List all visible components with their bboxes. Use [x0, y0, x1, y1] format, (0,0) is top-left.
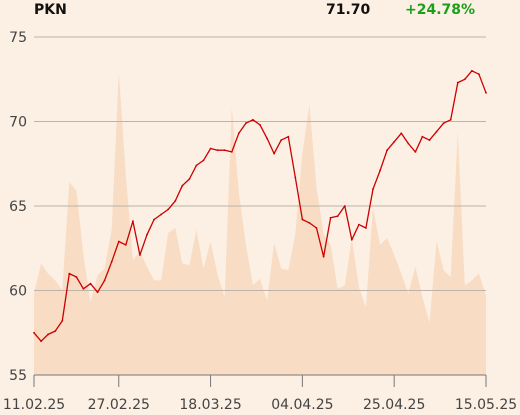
price-point-49	[379, 169, 381, 172]
price-point-36	[287, 135, 290, 138]
price-point-38	[301, 218, 304, 221]
price-point-45	[350, 238, 353, 241]
price-point-5	[68, 272, 71, 275]
y-tick-label-60: 60	[9, 284, 27, 300]
price-point-10	[103, 279, 106, 282]
price-point-20	[174, 200, 177, 202]
x-tick-label-3: 04.04.25	[271, 397, 333, 413]
price-point-8	[89, 282, 92, 285]
volume-area	[34, 72, 486, 375]
price-point-28	[230, 151, 233, 153]
price-point-13	[124, 244, 127, 246]
price-point-55	[421, 135, 424, 138]
price-point-33	[266, 137, 268, 140]
price-point-18	[160, 213, 163, 216]
price-point-47	[365, 227, 367, 229]
x-tick-label-1: 27.02.25	[88, 397, 150, 413]
price-point-43	[336, 215, 339, 218]
price-point-39	[308, 222, 311, 224]
price-point-32	[259, 124, 261, 126]
price-point-53	[407, 142, 410, 145]
price-point-3	[54, 330, 57, 332]
price-point-12	[117, 240, 120, 243]
price-point-4	[61, 320, 64, 322]
ticker-symbol: PKN	[34, 2, 67, 18]
price-point-34	[273, 152, 275, 155]
price-point-14	[132, 220, 134, 223]
price-point-35	[280, 139, 283, 142]
price-point-25	[209, 147, 212, 150]
price-point-59	[449, 118, 452, 121]
price-point-15	[139, 254, 141, 256]
price-point-50	[386, 149, 388, 152]
price-point-17	[153, 218, 156, 221]
price-point-19	[167, 208, 170, 211]
x-tick-label-4: 25.04.25	[363, 397, 425, 413]
x-tick-label-0: 11.02.25	[3, 397, 65, 413]
price-point-22	[188, 178, 191, 180]
price-point-27	[223, 149, 226, 152]
price-point-63	[478, 73, 480, 76]
price-point-29	[237, 132, 240, 135]
price-point-62	[471, 69, 473, 72]
price-point-0	[33, 331, 35, 334]
y-tick-label-65: 65	[9, 199, 27, 215]
price-point-57	[435, 130, 438, 133]
price-point-6	[75, 276, 78, 278]
x-tick-label-5: 15.05.25	[455, 397, 517, 413]
y-tick-label-70: 70	[9, 115, 27, 131]
price-point-30	[245, 122, 247, 125]
price-change: +24.78%	[405, 2, 476, 18]
price-point-46	[358, 223, 360, 226]
price-point-41	[322, 255, 325, 258]
price-point-52	[400, 132, 403, 135]
price-point-1	[40, 340, 42, 343]
price-point-37	[294, 176, 297, 179]
x-tick-label-2: 18.03.25	[179, 397, 241, 413]
price-point-9	[96, 291, 99, 294]
price-point-54	[414, 151, 417, 153]
price-point-21	[181, 184, 184, 187]
price-point-7	[82, 287, 85, 290]
price-point-56	[428, 139, 431, 142]
price-point-60	[456, 81, 459, 84]
price-point-51	[393, 140, 396, 143]
price-point-42	[329, 216, 332, 219]
last-price: 71.70	[326, 2, 371, 18]
price-point-31	[252, 118, 254, 121]
price-point-2	[47, 333, 49, 336]
price-point-61	[463, 78, 466, 81]
price-point-48	[372, 188, 374, 191]
price-point-64	[485, 91, 487, 94]
price-point-58	[442, 122, 445, 125]
price-point-24	[202, 159, 205, 162]
y-tick-label-55: 55	[9, 368, 27, 384]
price-point-44	[343, 205, 346, 207]
price-point-11	[110, 260, 113, 263]
price-point-16	[146, 233, 148, 236]
price-point-40	[315, 227, 318, 229]
price-point-23	[195, 164, 198, 167]
price-point-26	[216, 149, 219, 152]
y-tick-label-75: 75	[9, 30, 27, 46]
